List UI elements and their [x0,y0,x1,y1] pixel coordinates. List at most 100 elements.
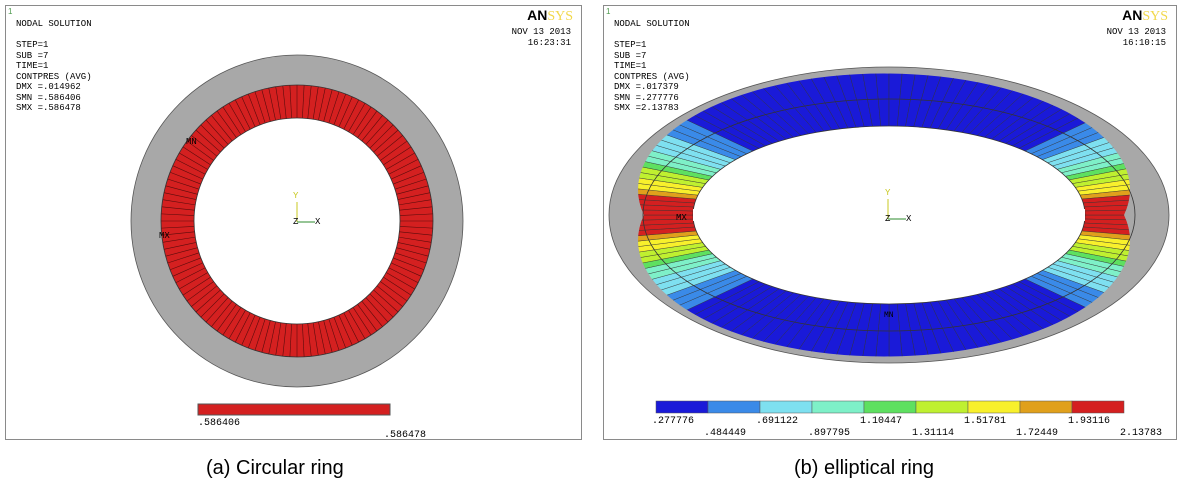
mesh-line [390,262,422,277]
mesh-line [289,85,292,119]
legend-value: 2.13783 [1120,428,1163,439]
mesh-lines [161,85,433,357]
info-line: SMX =.586478 [16,103,81,113]
mesh-line [373,289,399,313]
corner-marker: 1 [8,7,13,16]
solution-info: NODAL SOLUTION STEP=1 SUB =7 TIME=1 CONTPRE… [614,19,690,114]
mesh-line [186,281,214,302]
legend-swatch [1019,400,1073,414]
timestamp: NOV 13 2013 16:10:15 [1107,27,1166,48]
time-text: 16:23:31 [527,37,571,48]
legend-value-min: .586406 [198,418,241,429]
legend-swatch [655,400,709,414]
legend-value-max: .586478 [384,430,427,441]
mesh-line [205,119,229,145]
mesh-line [376,285,403,307]
info-line: CONTPRES (AVG) [16,71,92,82]
mesh-line [361,115,383,142]
mesh-line [162,199,196,206]
ansys-logo: ANSYS [1122,7,1168,24]
elliptical-ring-plot [608,66,1170,414]
mesh-line [161,206,195,211]
mesh-line [172,262,204,277]
mesh-line [328,91,340,124]
min-label: MN [884,311,894,320]
mesh-line [388,267,419,284]
mesh-line [228,103,246,132]
mesh-line [161,213,195,216]
mesh-line [163,242,197,250]
left-notch [693,209,732,221]
mesh-line [399,226,433,229]
mesh-line [282,323,287,357]
mesh-line [369,293,394,318]
axis-x-label: X [315,217,321,227]
mesh-line [388,158,419,175]
max-label: MX [676,213,687,223]
plot-type-text: NODAL SOLUTION [614,19,690,29]
date-text: NOV 13 2013 [1106,27,1166,37]
mesh-line [352,106,372,135]
legend-bar [197,403,391,416]
legend-swatch [915,400,969,414]
axis-triad [887,199,906,220]
legend-value: 1.72449 [1016,428,1059,439]
legend-swatch [811,400,865,414]
mesh-line [396,185,429,195]
mesh-line [247,93,261,125]
mesh-line [333,317,347,349]
mesh-line [376,135,403,157]
mesh-line [373,129,399,153]
mesh-line [394,252,427,264]
mesh-line [241,314,256,346]
circular-ring-plot [130,54,464,416]
axis-y-label: Y [885,188,891,198]
mesh-line [338,314,353,346]
info-line: DMX =.017379 [614,82,679,92]
mesh-line [397,242,431,250]
mesh-line [399,206,433,211]
legend-value: .897795 [808,428,851,439]
mesh-line [261,89,271,122]
mesh-line [222,106,242,135]
legend-swatch [707,400,761,414]
mesh-line [369,124,394,149]
mesh-line [195,289,221,313]
mesh-line [261,320,271,353]
min-label: MN [186,137,197,147]
legend-value: 1.51781 [964,416,1007,427]
info-line: CONTPRES (AVG) [614,71,690,82]
mesh-line [175,158,206,175]
mesh-line [169,257,201,271]
legend-swatch [863,400,917,414]
mesh-line [394,178,427,190]
mesh-line [161,226,195,229]
mesh-line [275,86,282,120]
panel-elliptical-ring: 1 NODAL SOLUTION STEP=1 SUB =7 TIME=1 CONTP… [603,5,1177,440]
mesh-line [318,321,326,355]
info-line: SUB =7 [16,50,49,61]
mesh-line [165,247,198,257]
mesh-line [397,192,431,200]
mesh-line [328,318,340,351]
mesh-line [205,297,229,323]
mesh-line [200,293,225,318]
mesh-line [195,129,221,153]
mesh-line [268,87,276,121]
mesh-line [307,323,312,357]
max-label: MX [159,231,170,241]
mesh-line [343,99,360,130]
mesh-line [222,307,242,336]
mesh-line [323,89,333,122]
mesh-line [165,185,198,195]
mesh-line [179,272,208,290]
mesh-line [161,231,195,236]
mesh-line [254,318,266,351]
mesh-line [383,146,412,166]
mesh-line [333,93,347,125]
mesh-line [200,124,225,149]
legend-swatch [759,400,813,414]
axis-y-label: Y [293,191,299,201]
info-line: SMN =.277776 [614,92,679,103]
mesh-line [172,165,204,180]
